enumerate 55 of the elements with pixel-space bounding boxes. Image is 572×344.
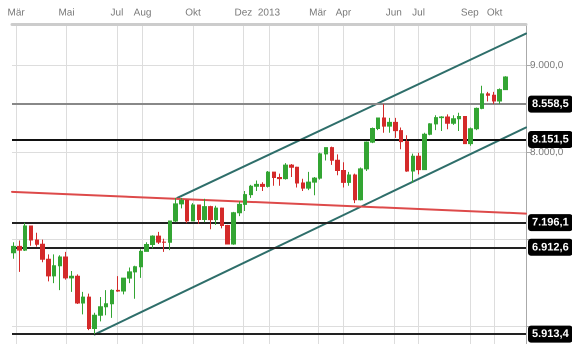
candlestick bbox=[492, 91, 496, 104]
candlestick bbox=[445, 114, 450, 130]
candlestick bbox=[214, 205, 218, 226]
candlestick bbox=[387, 117, 392, 134]
candlestick bbox=[63, 251, 68, 280]
candlestick bbox=[382, 104, 386, 134]
candlestick bbox=[58, 254, 62, 291]
candlestick bbox=[416, 152, 421, 175]
x-tick-label: Mär bbox=[309, 8, 328, 18]
candlestick bbox=[87, 293, 91, 331]
x-tick-label: Jul bbox=[110, 8, 124, 18]
candlestick bbox=[185, 199, 189, 224]
candlestick bbox=[11, 242, 16, 260]
candlestick bbox=[347, 171, 351, 186]
candlestick bbox=[411, 153, 415, 184]
candlestick bbox=[208, 205, 213, 230]
ref-line-label: 6.912,6 bbox=[532, 241, 569, 254]
candlestick bbox=[29, 225, 33, 246]
y-tick-label: 8.000,0 bbox=[530, 147, 564, 158]
x-tick-label: Apr bbox=[336, 8, 352, 18]
candlestick bbox=[52, 254, 56, 284]
candlestick bbox=[17, 240, 22, 272]
candlestick bbox=[75, 274, 80, 304]
candlestick bbox=[197, 204, 201, 224]
candlestick bbox=[486, 91, 490, 102]
ref-line-label: 7.196,1 bbox=[532, 216, 569, 229]
candlestick bbox=[405, 134, 409, 172]
x-tick-label: Mär bbox=[8, 8, 26, 18]
x-tick-label: Jul bbox=[412, 8, 425, 18]
candlestick bbox=[23, 222, 27, 252]
candlestick bbox=[202, 198, 207, 223]
x-tick-label: Okt bbox=[185, 8, 201, 18]
x-tick-label: Okt bbox=[486, 8, 503, 18]
x-tick-label: Dez bbox=[234, 8, 252, 18]
ref-line-label: 8.151,5 bbox=[532, 134, 569, 146]
x-tick-label: Mai bbox=[58, 8, 75, 18]
candlestick bbox=[463, 116, 467, 144]
candlestick bbox=[301, 178, 305, 192]
candlestick bbox=[116, 276, 120, 292]
candlestick bbox=[260, 182, 265, 192]
candlestick bbox=[283, 162, 288, 180]
ref-line-label: 5.913,4 bbox=[532, 328, 570, 340]
x-tick-label: Jun bbox=[386, 8, 402, 18]
candlestick bbox=[266, 170, 270, 188]
candlestick bbox=[81, 291, 85, 315]
ref-line-label: 8.558,5 bbox=[532, 98, 569, 110]
x-tick-label: Aug bbox=[134, 8, 152, 18]
candlestick bbox=[353, 173, 357, 204]
candlestick bbox=[69, 270, 74, 292]
candlestick bbox=[191, 202, 195, 222]
x-tick-label: Sep bbox=[460, 8, 480, 18]
y-tick-label: 9.000,0 bbox=[530, 60, 564, 72]
candlestick bbox=[110, 288, 114, 318]
candlestick bbox=[324, 146, 328, 162]
x-tick-label: 2013 bbox=[258, 8, 281, 18]
